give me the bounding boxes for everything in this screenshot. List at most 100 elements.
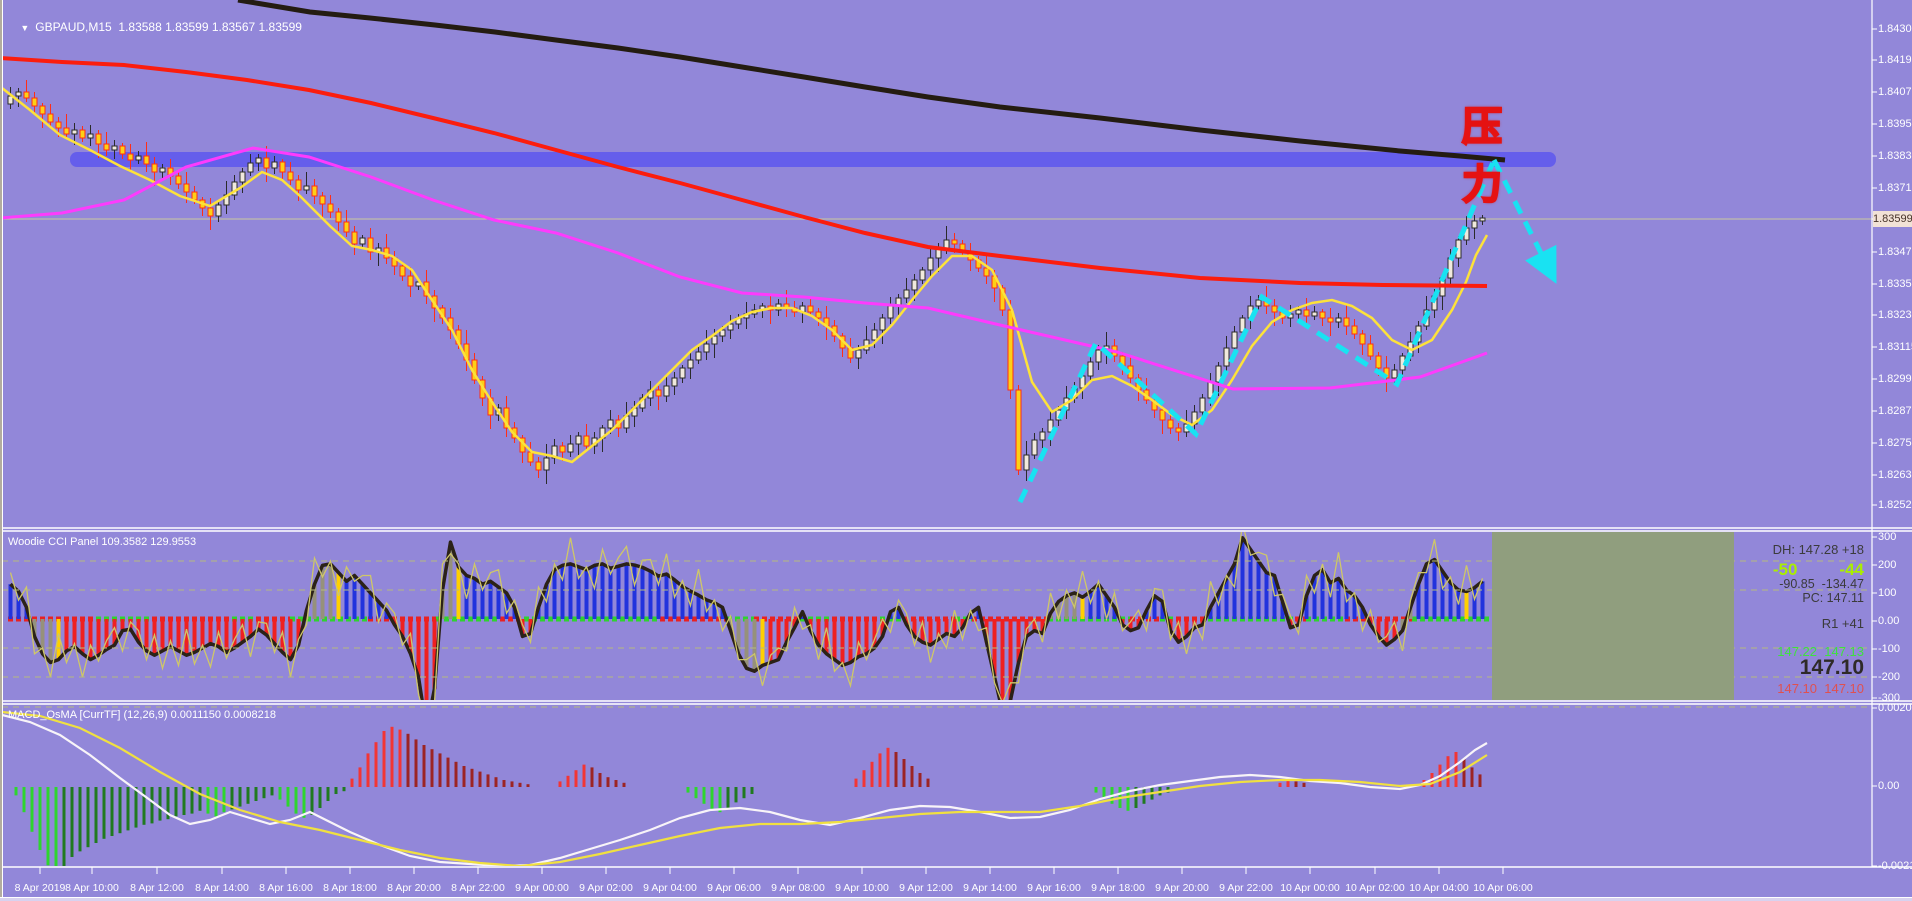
cci-axis-label: -100 [1878,643,1901,655]
price-axis-label: 1.83235 [1878,309,1912,321]
price-axis-label: 1.82520 [1878,499,1912,511]
price-axis-label: 1.82995 [1878,373,1912,385]
candle-body [575,435,582,445]
zigzag-annotation[interactable] [1017,159,1497,504]
time-axis-label: 10 Apr 00:00 [1280,882,1340,894]
candle-body [1159,409,1166,421]
cci-bid-ask-green: 147.22 147.13 [1777,644,1864,659]
resistance-band[interactable] [70,152,1556,167]
cci-prev-close: PC: 147.11 [1802,591,1864,605]
chevron-down-icon[interactable]: ▼ [20,23,30,33]
time-axis-label: 9 Apr 00:00 [515,882,569,894]
candle-body [695,351,702,361]
price-axis-label: 1.84305 [1878,23,1912,35]
ma-medium-magenta [2,146,1488,391]
candle-body [271,161,278,169]
candle-body [183,183,190,193]
candle-body [1087,361,1094,377]
macd-signal-line [2,710,1488,866]
candle-body [1095,349,1102,363]
price-axis-label: 1.83350 [1878,278,1912,290]
time-axis-label: 8 Apr 16:00 [259,882,313,894]
time-axis-label: 9 Apr 08:00 [771,882,825,894]
candle-body [911,279,918,291]
candle-body [1327,317,1334,323]
candle-body [815,311,822,319]
candle-body [23,91,30,99]
candle-body [143,155,150,165]
ohlc-values: 1.83588 1.83599 1.83567 1.83599 [118,20,302,34]
cci-bid-ask-red: 147.10 147.10 [1777,681,1864,696]
candle-body [807,305,814,313]
ma-fast-yellow [2,87,1489,464]
candle-body [119,145,126,155]
cci-axis-label: 200 [1878,559,1897,571]
price-axis-label: 1.83950 [1878,118,1912,130]
candle-body [87,133,94,139]
candle-body [1223,347,1230,367]
time-axis-label: 9 Apr 20:00 [1155,882,1209,894]
time-axis-label: 9 Apr 22:00 [1219,882,1273,894]
cci-axis-label: 300 [1878,531,1897,543]
candle-body [1479,217,1486,222]
cci-secondary-values: -90.85 -134.47 [1779,577,1864,591]
time-axis-label: 9 Apr 02:00 [579,882,633,894]
candle-body [607,419,614,429]
cci-green-rectangle[interactable] [1492,532,1734,700]
cci-axis-label: -200 [1878,671,1901,683]
current-price-tag: 1.83599 [1873,211,1912,227]
candle-body [1303,309,1310,317]
time-axis-label: 8 Apr 20:00 [387,882,441,894]
candle-body [207,207,214,217]
candle-body [1007,309,1014,391]
candle-body [719,329,726,337]
candle-body [159,167,166,173]
time-axis-label: 9 Apr 04:00 [643,882,697,894]
window-left-frame [0,0,2,901]
candle-body [39,105,46,115]
candle-body [671,377,678,387]
candle-body [999,287,1006,311]
woodie-cci-panel[interactable] [8,523,1490,729]
price-axis-label: 1.83115 [1878,341,1912,353]
price-axis-label: 1.83470 [1878,246,1912,258]
candle-body [103,143,110,151]
candle-body [1255,299,1262,307]
candle-body [1199,397,1206,413]
price-axis-label: 1.83710 [1878,182,1912,194]
candle-body [711,335,718,345]
main-price-panel[interactable] [0,0,1872,504]
time-axis-label: 9 Apr 16:00 [1027,882,1081,894]
cci-key-values: -50 -44 [1644,560,1864,580]
candle-body [1319,311,1326,319]
cci-turbo-line [9,532,1484,700]
candle-body [1015,389,1022,471]
candle-body [247,162,254,173]
candle-body [15,91,22,97]
macd-axis-label: 0.002033 [1878,702,1912,714]
price-axis-label: 1.82875 [1878,405,1912,417]
cci-axis-label: 0.00 [1878,615,1900,627]
time-axis-label: 9 Apr 06:00 [707,882,761,894]
pressure-annotation[interactable]: 压 力 [1461,103,1518,208]
candle-body [335,211,342,223]
candle-body [151,163,158,173]
ma-slowest-black [237,0,1506,163]
candle-body [303,185,310,191]
candle-body [535,461,542,471]
macd-osma-panel[interactable] [2,706,1872,871]
candle-body [295,179,302,191]
candle-body [327,203,334,213]
candle-body [679,367,686,379]
candle-body [63,127,70,135]
candle-body [1343,317,1350,327]
time-axis-label: 8 Apr 22:00 [451,882,505,894]
candle-body [175,175,182,185]
macd-axis-label: 0.00 [1878,780,1900,792]
candle-body [1047,419,1054,433]
candle-body [359,237,366,245]
time-axis-label: 9 Apr 12:00 [899,882,953,894]
